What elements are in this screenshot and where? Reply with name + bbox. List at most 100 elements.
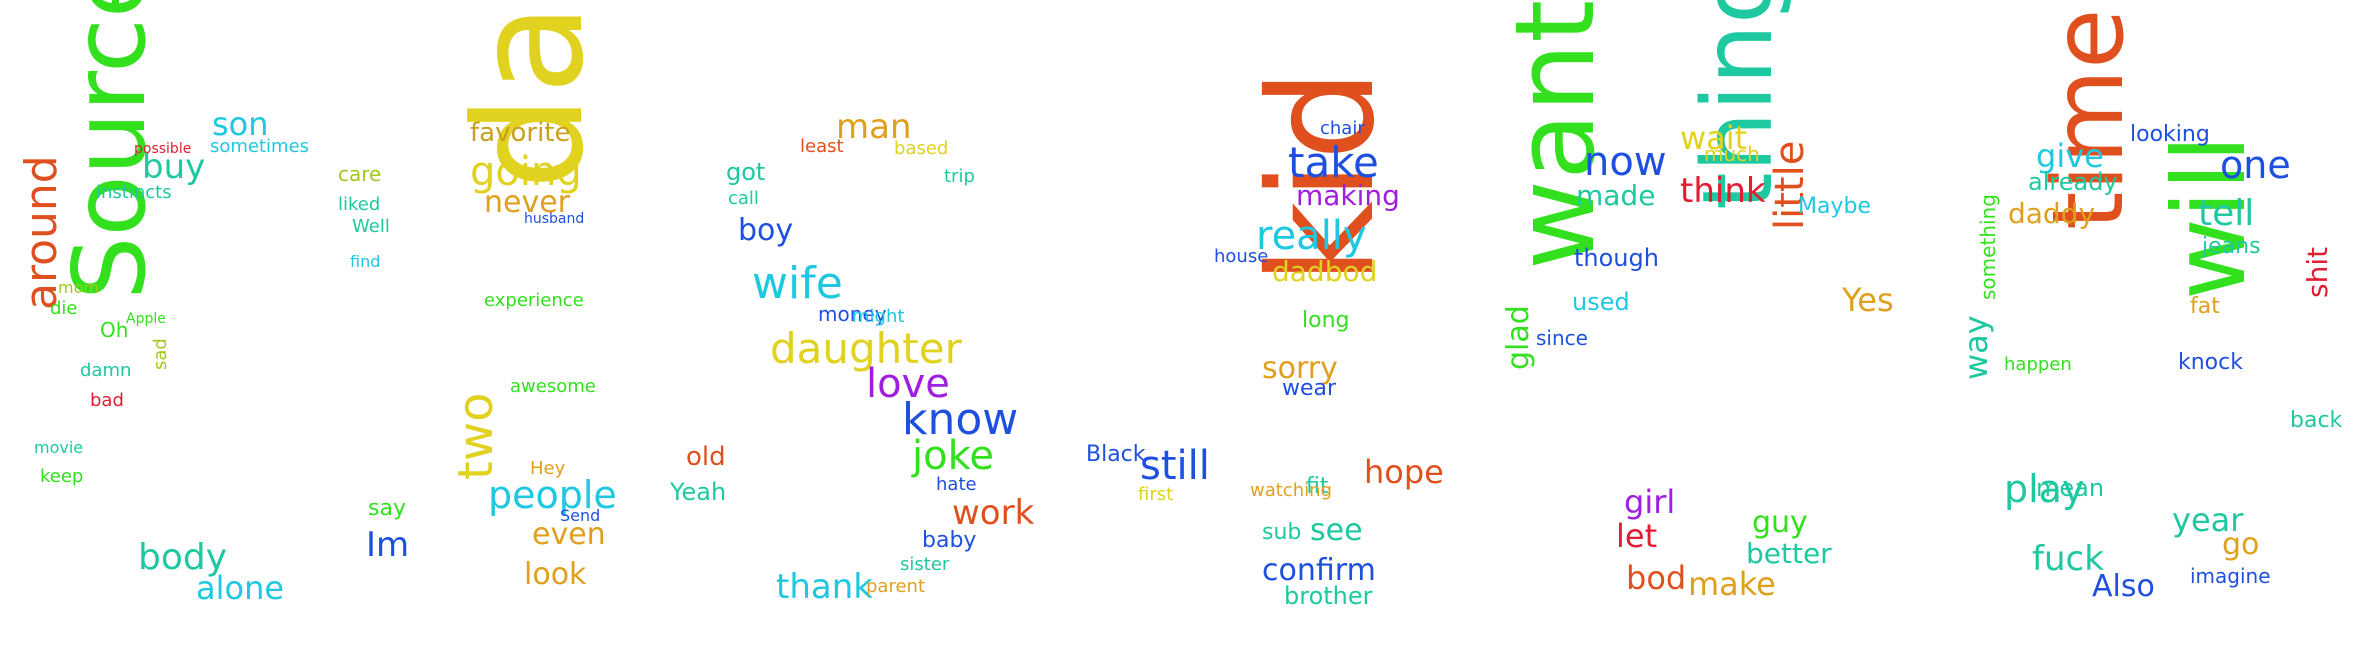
word-long: long	[1302, 308, 1350, 333]
word-back: back	[2290, 408, 2343, 433]
word-confirm: confirm	[1262, 553, 1376, 588]
word-brother: brother	[1284, 582, 1373, 610]
word-give: give	[2036, 137, 2104, 175]
word-wear: wear	[1282, 376, 1337, 401]
word-mean: mean	[2036, 474, 2105, 502]
word-mom: mom	[58, 278, 99, 297]
word-experience: experience	[484, 290, 584, 311]
word-care: care	[338, 162, 382, 186]
word-son: son	[212, 105, 269, 143]
word-tell: tell	[2198, 193, 2255, 234]
word-awesome: awesome	[510, 376, 596, 397]
word-daughter: daughter	[770, 324, 962, 373]
word-wait: wait	[1680, 119, 1748, 157]
word-two: two	[448, 392, 504, 480]
word-made: made	[1576, 179, 1656, 212]
word-know: know	[902, 394, 1019, 445]
word-man: man	[836, 107, 912, 147]
word-keep: keep	[40, 466, 84, 487]
word-go: go	[2222, 527, 2260, 562]
word-sub: sub	[1262, 520, 1302, 545]
word-take: take	[1288, 138, 1379, 187]
word-boy: boy	[738, 213, 794, 248]
word-going: going	[470, 149, 582, 195]
word-alone: alone	[196, 569, 285, 607]
word-well: Well	[352, 216, 390, 237]
word-better: better	[1746, 537, 1832, 570]
word-really: really	[1256, 213, 1367, 259]
word-fit: fit	[1306, 474, 1329, 499]
word-die: die	[50, 298, 78, 319]
word-work: work	[952, 493, 1035, 533]
word-say: say	[368, 496, 406, 521]
word-happen: happen	[2004, 354, 2072, 375]
word-since: since	[1536, 326, 1588, 350]
word-apple: Apple	[126, 311, 166, 327]
word-sad: sad	[150, 338, 171, 370]
word-year: year	[2172, 501, 2244, 539]
word-body: body	[138, 537, 228, 578]
word-thank: thank	[776, 567, 873, 607]
word-bad: bad	[90, 390, 124, 411]
word-im: Im	[366, 525, 410, 565]
word-one: one	[2220, 143, 2291, 187]
word-send: Send	[560, 506, 601, 525]
word-house: house	[1214, 246, 1269, 267]
word-love: love	[866, 361, 950, 407]
word-see: see	[1310, 513, 1363, 548]
word-movie: movie	[34, 438, 84, 457]
word-yes: Yes	[1842, 281, 1894, 319]
word-wife: wife	[752, 258, 843, 309]
word-bod: bod	[1626, 559, 1687, 597]
word-based: based	[894, 138, 949, 159]
word-making: making	[1296, 179, 1400, 212]
word-money: money	[818, 302, 887, 326]
word-possible: possible	[134, 141, 192, 157]
word-chair: chair	[1320, 118, 1365, 139]
word-sister: sister	[900, 554, 950, 575]
word-maybe: Maybe	[1798, 194, 1871, 219]
word-way: way	[1957, 315, 1995, 380]
word-favorite: favorite	[470, 118, 571, 148]
word-oh: Oh	[100, 318, 129, 342]
word-baby: baby	[922, 528, 977, 553]
word-imagine: imagine	[2190, 564, 2271, 588]
word-want: want	[1491, 0, 1619, 270]
word-already: already	[2028, 168, 2118, 196]
word-might: might	[852, 306, 905, 327]
word-find: find	[350, 252, 381, 271]
word-now: now	[1584, 139, 1667, 185]
word-got: got	[726, 158, 766, 186]
word-husband: husband	[524, 211, 585, 227]
word-make: make	[1688, 565, 1776, 603]
word-least: least	[800, 136, 844, 157]
word-parent: parent	[866, 576, 926, 597]
word-jeans: jeans	[2202, 234, 2261, 259]
word-hope: hope	[1364, 453, 1444, 491]
word-also: Also	[2092, 569, 2155, 604]
word-daddy: daddy	[2008, 197, 2096, 230]
word-guy: guy	[1752, 505, 1808, 540]
word-fuck: fuck	[2032, 539, 2104, 579]
word-fat: fat	[2190, 294, 2220, 319]
word-girl: girl	[1624, 483, 1676, 521]
word-look: look	[524, 557, 587, 592]
word-buy: buy	[142, 147, 206, 187]
word-sorry: sorry	[1262, 351, 1338, 386]
word-something: something	[1976, 194, 2000, 300]
word-still: still	[1140, 443, 1210, 489]
word-though: though	[1574, 244, 1659, 272]
word-much: much	[1704, 142, 1760, 166]
word-trip: trip	[944, 166, 975, 187]
word-let: let	[1616, 517, 1658, 555]
word-instincts: instincts	[96, 182, 172, 203]
word-first: first	[1138, 484, 1174, 505]
word-knock: knock	[2178, 350, 2243, 375]
word-even: even	[532, 517, 606, 552]
word-dadbod: dadbod	[1272, 255, 1378, 288]
word-used: used	[1572, 288, 1630, 316]
word-watching: watching	[1250, 480, 1332, 501]
word-hate: hate	[936, 474, 977, 495]
word-people: people	[488, 473, 617, 517]
